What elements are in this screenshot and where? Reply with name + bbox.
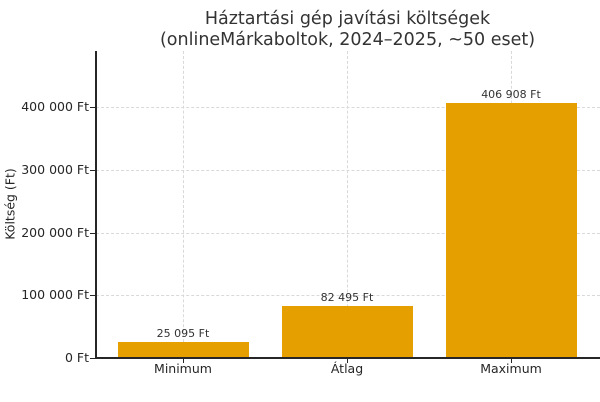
bar-value-label: 25 095 Ft	[156, 327, 210, 341]
y-tick-label: 0 Ft	[64, 350, 89, 365]
y-tick-mark	[90, 295, 95, 296]
y-axis-line	[95, 51, 97, 359]
y-tick-mark	[90, 170, 95, 171]
y-tick-label: 100 000 Ft	[21, 287, 89, 302]
bar-átlag	[281, 306, 413, 358]
x-axis-line	[95, 357, 600, 359]
x-tick-mark	[183, 358, 184, 363]
chart-title: Háztartási gép javítási költségek	[204, 9, 491, 29]
x-tick-label: Maximum	[480, 361, 542, 376]
y-axis-title: Költség (Ft)	[2, 168, 18, 240]
h-gridline	[96, 107, 600, 108]
chart-subtitle: (onlineMárkaboltok, 2024–2025, ~50 eset)	[159, 30, 536, 50]
h-gridline	[96, 233, 600, 234]
y-tick-mark	[90, 107, 95, 108]
y-tick-mark	[90, 358, 95, 359]
y-tick-mark	[90, 233, 95, 234]
y-tick-label: 400 000 Ft	[21, 99, 89, 114]
y-tick-label: 200 000 Ft	[21, 225, 89, 240]
bar-minimum	[117, 342, 249, 358]
x-tick-label: Átlag	[330, 361, 364, 376]
h-gridline	[96, 295, 600, 296]
v-gridline	[183, 51, 184, 357]
x-tick-mark	[511, 358, 512, 363]
bar-maximum	[445, 102, 577, 358]
h-gridline	[96, 170, 600, 171]
x-tick-mark	[347, 358, 348, 363]
bar-value-label: 82 495 Ft	[320, 291, 374, 305]
y-tick-label: 300 000 Ft	[21, 162, 89, 177]
bar-value-label: 406 908 Ft	[481, 87, 541, 101]
v-gridline	[347, 51, 348, 357]
x-tick-label: Minimum	[154, 361, 212, 376]
